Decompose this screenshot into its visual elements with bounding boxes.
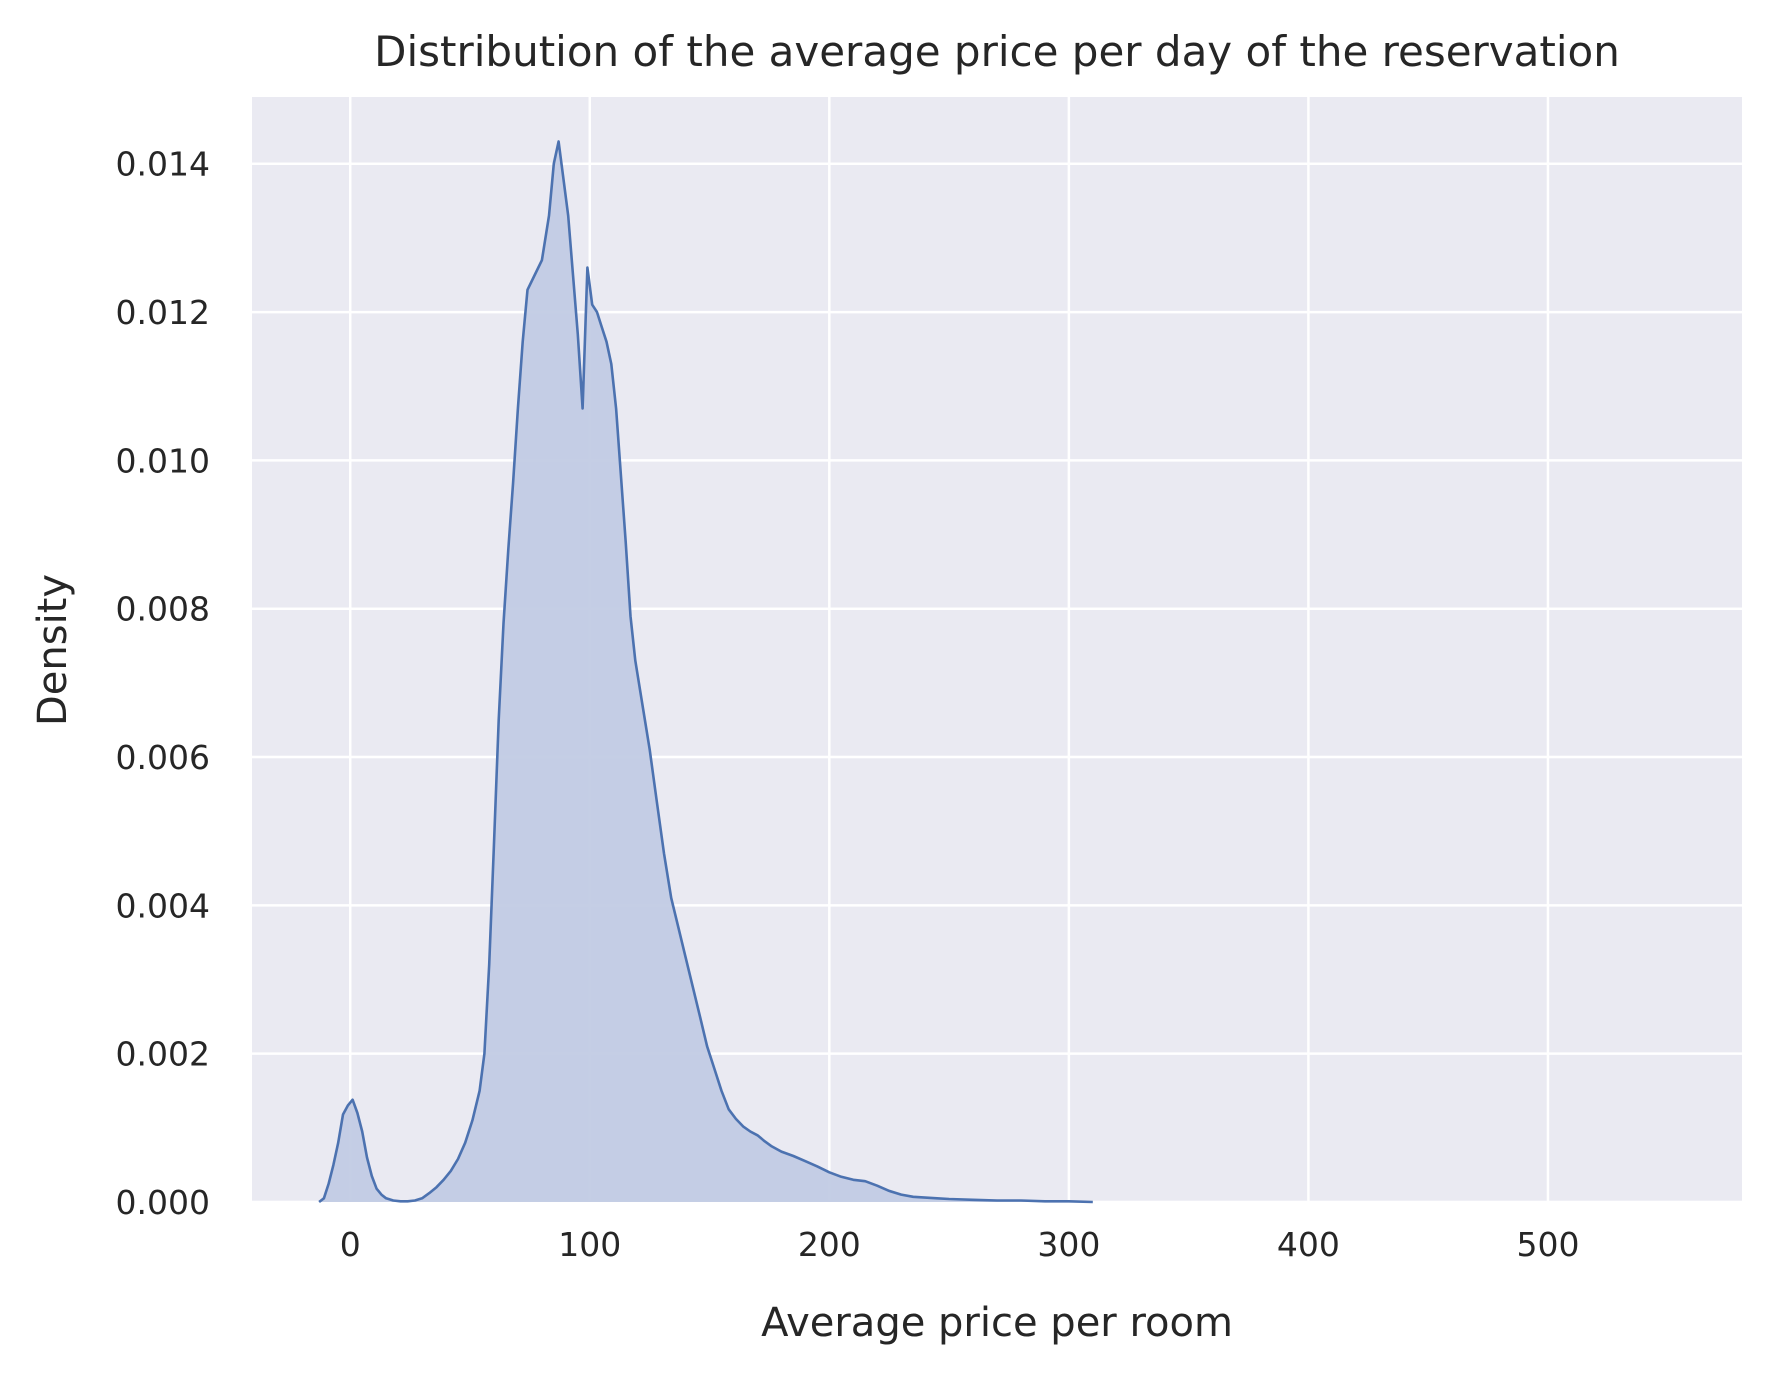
x-tick-label: 500 [1516, 1225, 1579, 1264]
x-tick-label: 0 [340, 1225, 361, 1264]
density-line [318, 140, 1093, 1204]
density-area [319, 141, 1093, 1202]
y-gridlines [252, 162, 1742, 1204]
x-tick-label: 200 [798, 1225, 861, 1264]
x-tick-label: 100 [558, 1225, 621, 1264]
x-tick-label: 400 [1277, 1225, 1340, 1264]
y-tick-label: 0.006 [116, 738, 210, 777]
y-tick-labels: 0.000 0.002 0.004 0.006 0.008 0.010 0.012 0.014 [116, 145, 210, 1222]
y-axis-label: Density [30, 574, 76, 726]
plot-area [252, 97, 1742, 1202]
y-tick-label: 0.014 [116, 145, 210, 184]
y-tick-label: 0.002 [116, 1035, 210, 1074]
x-tick-label: 300 [1037, 1225, 1100, 1264]
y-tick-label: 0.010 [116, 441, 210, 480]
x-tick-labels: 0 100 200 300 400 500 [340, 1225, 1580, 1264]
y-tick-label: 0.004 [116, 886, 210, 925]
x-axis-label: Average price per room [761, 1300, 1233, 1346]
y-tick-label: 0.012 [116, 293, 210, 332]
chart-title: Distribution of the average price per da… [374, 27, 1620, 76]
y-tick-label: 0.008 [116, 590, 210, 629]
y-tick-label: 0.000 [116, 1183, 210, 1222]
